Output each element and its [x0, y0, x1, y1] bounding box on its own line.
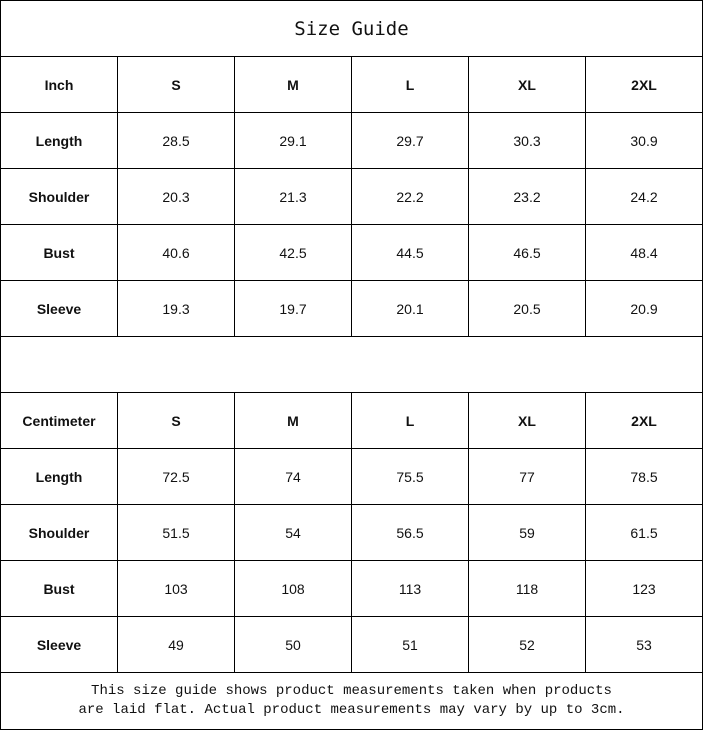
cm-header-row: Centimeter S M L XL 2XL — [0, 392, 703, 449]
title-row: Size Guide — [0, 0, 703, 57]
measurement-value: 22.2 — [351, 168, 469, 225]
measurement-value: 20.1 — [351, 280, 469, 337]
measurement-value: 19.3 — [117, 280, 235, 337]
measurement-label: Bust — [0, 560, 118, 617]
table-row: Bust 40.6 42.5 44.5 46.5 48.4 — [0, 224, 703, 281]
size-header: L — [351, 56, 469, 113]
measurement-value: 118 — [468, 560, 586, 617]
measurement-label: Length — [0, 112, 118, 169]
size-header: 2XL — [585, 56, 703, 113]
unit-label: Inch — [0, 56, 118, 113]
table-row: Length 28.5 29.1 29.7 30.3 30.9 — [0, 112, 703, 169]
measurement-value: 23.2 — [468, 168, 586, 225]
measurement-value: 21.3 — [234, 168, 352, 225]
measurement-label: Sleeve — [0, 280, 118, 337]
measurement-value: 108 — [234, 560, 352, 617]
table-row: Sleeve 49 50 51 52 53 — [0, 616, 703, 673]
size-header: M — [234, 392, 352, 449]
measurement-value: 52 — [468, 616, 586, 673]
measurement-value: 30.3 — [468, 112, 586, 169]
measurement-value: 20.5 — [468, 280, 586, 337]
measurement-value: 123 — [585, 560, 703, 617]
measurement-value: 48.4 — [585, 224, 703, 281]
measurement-value: 42.5 — [234, 224, 352, 281]
size-header: L — [351, 392, 469, 449]
size-header: XL — [468, 56, 586, 113]
unit-label: Centimeter — [0, 392, 118, 449]
measurement-value: 29.1 — [234, 112, 352, 169]
measurement-value: 46.5 — [468, 224, 586, 281]
note-line: This size guide shows product measuremen… — [91, 683, 612, 699]
table-row: Shoulder 51.5 54 56.5 59 61.5 — [0, 504, 703, 561]
measurement-value: 75.5 — [351, 448, 469, 505]
size-header: XL — [468, 392, 586, 449]
measurement-value: 113 — [351, 560, 469, 617]
measurement-value: 29.7 — [351, 112, 469, 169]
table-row: Length 72.5 74 75.5 77 78.5 — [0, 448, 703, 505]
measurement-value: 53 — [585, 616, 703, 673]
measurement-value: 40.6 — [117, 224, 235, 281]
measurement-value: 56.5 — [351, 504, 469, 561]
size-header: 2XL — [585, 392, 703, 449]
measurement-value: 77 — [468, 448, 586, 505]
measurement-value: 24.2 — [585, 168, 703, 225]
measurement-value: 19.7 — [234, 280, 352, 337]
inch-header-row: Inch S M L XL 2XL — [0, 56, 703, 113]
measurement-value: 49 — [117, 616, 235, 673]
measurement-value: 20.9 — [585, 280, 703, 337]
size-header: S — [117, 392, 235, 449]
measurement-value: 103 — [117, 560, 235, 617]
measurement-label: Bust — [0, 224, 118, 281]
measurement-value: 28.5 — [117, 112, 235, 169]
measurement-value: 51 — [351, 616, 469, 673]
table-row: Sleeve 19.3 19.7 20.1 20.5 20.9 — [0, 280, 703, 337]
measurement-value: 50 — [234, 616, 352, 673]
measurement-value: 51.5 — [117, 504, 235, 561]
table-row: Shoulder 20.3 21.3 22.2 23.2 24.2 — [0, 168, 703, 225]
measurement-note: This size guide shows product measuremen… — [0, 672, 703, 730]
measurement-label: Shoulder — [0, 504, 118, 561]
measurement-value: 72.5 — [117, 448, 235, 505]
measurement-value: 44.5 — [351, 224, 469, 281]
measurement-value: 78.5 — [585, 448, 703, 505]
spacer-cell — [0, 336, 703, 393]
measurement-value: 30.9 — [585, 112, 703, 169]
measurement-value: 20.3 — [117, 168, 235, 225]
note-row: This size guide shows product measuremen… — [0, 672, 703, 730]
page-title: Size Guide — [0, 0, 703, 57]
measurement-label: Shoulder — [0, 168, 118, 225]
measurement-label: Length — [0, 448, 118, 505]
table-row: Bust 103 108 113 118 123 — [0, 560, 703, 617]
size-header: S — [117, 56, 235, 113]
size-header: M — [234, 56, 352, 113]
measurement-value: 59 — [468, 504, 586, 561]
measurement-label: Sleeve — [0, 616, 118, 673]
measurement-value: 54 — [234, 504, 352, 561]
note-line: are laid flat. Actual product measuremen… — [78, 702, 625, 718]
spacer-row — [0, 336, 703, 393]
measurement-value: 74 — [234, 448, 352, 505]
measurement-value: 61.5 — [585, 504, 703, 561]
